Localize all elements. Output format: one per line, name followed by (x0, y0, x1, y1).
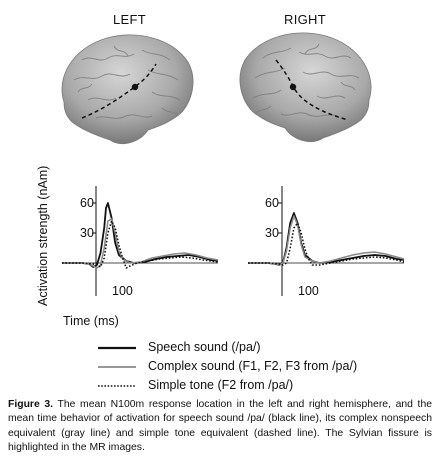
x-axis-label: Time (ms) (63, 314, 119, 328)
brain-image-right (239, 32, 372, 142)
hemisphere-label-right: RIGHT (284, 12, 326, 27)
legend-label-complex: Complex sound (F1, F2, F3 from /pa/) (148, 359, 358, 373)
right-x-tick-100: 100 (298, 284, 319, 298)
legend-label-simple: Simple tone (F2 from /pa/) (148, 378, 294, 392)
right-series-simple (248, 222, 405, 266)
left-y-tick-30: 30 (80, 226, 94, 240)
left-y-tick-60: 60 (80, 196, 94, 210)
right-series-complex (248, 215, 405, 266)
left-series-simple (62, 220, 219, 269)
caption-text: The mean N100m response location in the … (8, 399, 432, 454)
legend-swatch-simple (98, 385, 136, 387)
left-series-complex (62, 218, 219, 269)
hemisphere-label-left: LEFT (113, 12, 146, 27)
right-y-tick-60: 60 (265, 196, 279, 210)
chart-left (62, 186, 405, 296)
legend-swatch-complex (98, 366, 136, 368)
left-x-tick-100: 100 (112, 284, 133, 298)
legend-swatch-speech (98, 346, 136, 350)
figure-caption: Figure 3. The mean N100m response locati… (8, 398, 432, 456)
left-series-speech (62, 202, 219, 268)
right-y-tick-30: 30 (265, 226, 279, 240)
brain-image-left (61, 34, 194, 144)
legend-label-speech: Speech sound (/pa/) (148, 340, 261, 354)
caption-label: Figure 3. (8, 399, 54, 410)
